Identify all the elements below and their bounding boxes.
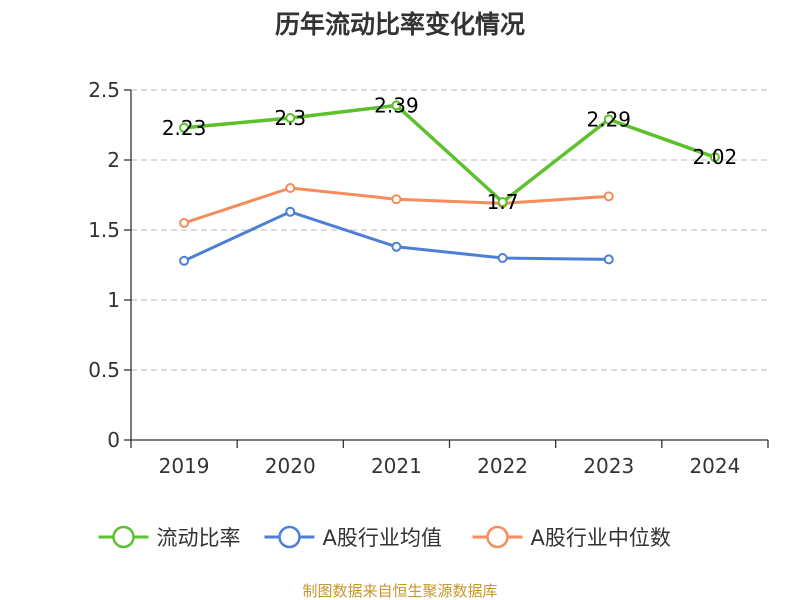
x-tick-label: 2021 <box>371 454 422 478</box>
legend-swatch-marker <box>486 525 509 549</box>
data-point <box>285 206 296 217</box>
series-1 <box>179 206 614 266</box>
data-label: 2.23 <box>162 116 207 140</box>
data-point <box>497 253 508 263</box>
series-2 <box>179 183 614 228</box>
x-tick-label: 2023 <box>583 454 634 478</box>
y-tick-label: 1 <box>107 288 120 312</box>
source-note: 制图数据来自恒生聚源数据库 <box>302 582 497 600</box>
legend-label: A股行业均值 <box>323 526 442 550</box>
series-line <box>183 103 716 204</box>
series-0 <box>179 100 720 207</box>
y-tick-label: 0 <box>107 428 120 452</box>
data-label: 2.39 <box>374 93 419 117</box>
legend-item-2: A股行业中位数 <box>472 525 671 550</box>
y-tick-label: 2 <box>107 148 120 172</box>
axes: 0 0.5 1 1.5 2 2.5 2019 2020 2021 2022 2023 2024 <box>88 78 769 478</box>
data-label: 2.29 <box>586 107 631 131</box>
data-label: 2.3 <box>274 106 306 130</box>
data-point <box>179 255 190 266</box>
data-point <box>179 218 190 228</box>
data-point <box>497 197 508 207</box>
data-point <box>391 194 402 205</box>
chart-title: 历年流动比率变化情况 <box>275 10 525 39</box>
legend-swatch-marker <box>112 525 135 549</box>
legend-item-1: A股行业均值 <box>264 525 442 550</box>
y-tick-label: 2.5 <box>88 78 120 102</box>
data-point <box>709 152 720 163</box>
data-point <box>603 254 614 265</box>
data-point <box>179 122 190 133</box>
x-tick-label: 2020 <box>265 454 316 478</box>
legend-label: 流动比率 <box>157 526 241 550</box>
series-layer <box>179 100 720 266</box>
data-point <box>285 183 296 193</box>
legend-swatch-marker <box>278 525 301 549</box>
legend-item-0: 流动比率 <box>98 525 241 550</box>
data-point <box>391 100 402 111</box>
data-point <box>285 113 296 123</box>
y-tick-label: 0.5 <box>88 358 120 382</box>
legend-label: A股行业中位数 <box>531 526 671 550</box>
data-label: 1.7 <box>487 190 519 214</box>
legend: 流动比率 A股行业均值 A股行业中位数 <box>98 525 671 550</box>
x-tick-label: 2024 <box>689 454 740 478</box>
data-point <box>603 191 614 202</box>
x-tick-label: 2022 <box>477 454 528 478</box>
y-tick-label: 1.5 <box>88 218 120 242</box>
data-label: 2.02 <box>693 145 738 169</box>
x-tick-label: 2019 <box>159 454 210 478</box>
data-point <box>603 114 614 125</box>
series-line <box>183 186 609 225</box>
data-point <box>391 241 402 252</box>
series-line <box>183 210 609 263</box>
gridlines <box>131 89 768 371</box>
data-labels: 2.23 2.3 2.39 1.7 2.29 2.02 <box>162 93 737 214</box>
